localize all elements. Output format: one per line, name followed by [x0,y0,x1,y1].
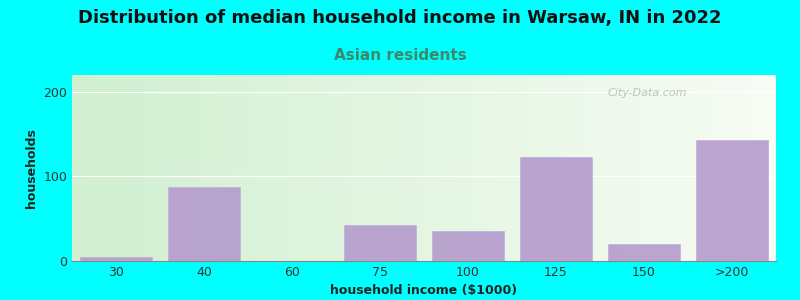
Bar [80,257,152,261]
Bar [696,140,768,261]
Text: City-Data.com: City-Data.com [607,88,686,98]
X-axis label: household income ($1000): household income ($1000) [330,284,518,297]
Bar [168,187,240,261]
Text: Asian residents: Asian residents [334,48,466,63]
Text: Distribution of median household income in Warsaw, IN in 2022: Distribution of median household income … [78,9,722,27]
Bar [344,225,416,261]
Bar [520,157,592,261]
Bar [608,244,680,261]
Y-axis label: households: households [25,128,38,208]
Bar [432,231,504,261]
